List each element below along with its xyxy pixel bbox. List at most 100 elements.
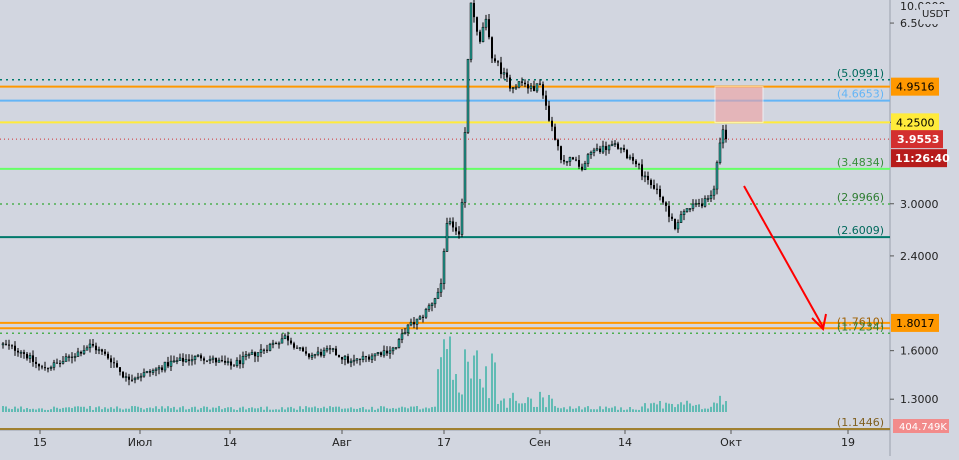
volume-bar — [365, 409, 367, 412]
candle-body — [215, 358, 217, 363]
volume-bar — [191, 407, 193, 412]
volume-bar — [428, 408, 430, 412]
candle-body — [275, 343, 277, 345]
volume-bar — [329, 406, 331, 412]
volume-bar — [221, 409, 223, 412]
volume-bar — [419, 409, 421, 412]
candle-body — [388, 350, 392, 354]
volume-bar — [122, 409, 124, 412]
x-tick-label-1: Июл — [128, 436, 153, 449]
volume-bar — [494, 362, 496, 412]
volume-bar — [110, 407, 112, 412]
volume-bar — [629, 406, 631, 412]
volume-bar — [284, 409, 286, 412]
candle-body — [527, 84, 529, 89]
candle-body — [373, 353, 377, 357]
volume-bar — [2, 406, 4, 412]
volume-bar — [38, 408, 40, 412]
candle-body — [338, 355, 340, 357]
volume-bar — [245, 409, 247, 412]
volume-bar — [215, 407, 217, 412]
volume-bar — [584, 407, 586, 412]
candle-body — [26, 353, 28, 359]
volume-bar — [101, 409, 103, 412]
candle-body — [85, 347, 89, 351]
candle-body — [313, 353, 317, 356]
currency-bg — [920, 4, 958, 24]
volume-bar — [296, 409, 298, 412]
volume-bar — [341, 408, 343, 412]
volume-bar — [590, 409, 592, 412]
volume-bar — [95, 407, 97, 412]
candle-body — [433, 298, 437, 305]
forecast-arrow-head — [811, 313, 827, 332]
volume-bar — [674, 407, 676, 412]
volume-bar — [479, 378, 481, 412]
price-tag-label-11: 1.8017 — [896, 317, 935, 330]
volume-bar — [83, 406, 85, 412]
candle-body — [709, 194, 713, 199]
candle-body — [193, 356, 197, 360]
candle-body — [415, 318, 419, 325]
volume-bar — [317, 408, 319, 412]
candle-body — [182, 357, 184, 362]
volume-bar — [371, 406, 373, 412]
candle-body — [469, 2, 473, 60]
candle-body — [331, 348, 335, 350]
price-tag-label-6: 4.2500 — [896, 116, 935, 129]
candle-body — [370, 355, 374, 360]
volume-bar — [578, 406, 580, 412]
candle-body — [305, 351, 307, 354]
candle-body — [95, 345, 97, 351]
volume-bar — [680, 402, 682, 412]
candle-body — [601, 145, 605, 153]
candle-body — [386, 350, 388, 354]
candle-body — [517, 81, 521, 88]
candle-body — [188, 359, 190, 361]
candle-body — [589, 152, 593, 155]
volume-bar — [179, 407, 181, 412]
volume-bar — [185, 409, 187, 412]
candle-body — [343, 355, 347, 360]
candle-body — [551, 120, 553, 127]
candle-body — [725, 129, 727, 140]
volume-bar — [20, 406, 22, 412]
candle-body — [436, 291, 440, 299]
candle-body — [263, 349, 265, 351]
candle-body — [149, 371, 151, 373]
volume-bar — [350, 407, 352, 412]
x-tick-label-3: Авг — [332, 436, 352, 449]
currency-label: USDT — [922, 9, 950, 20]
volume-bar — [167, 406, 169, 412]
candle-body — [565, 161, 569, 163]
volume-bar — [452, 379, 454, 412]
volume-bar — [14, 406, 16, 412]
volume-bar — [542, 397, 544, 412]
candle-body — [617, 143, 619, 149]
candle-body — [656, 188, 658, 190]
candle-body — [463, 132, 467, 203]
volume-bar — [212, 407, 214, 412]
y-tick-label-4: 2.4000 — [900, 250, 939, 263]
level-labels: (10.8686)(7.4445)(5.0991)(4.6653)(3.4834… — [837, 67, 884, 429]
volume-bar — [107, 408, 109, 412]
volume-bar — [524, 403, 526, 412]
volume-bar — [407, 408, 409, 412]
volume-bar — [233, 409, 235, 412]
level-label-7: (3.4834) — [837, 156, 884, 169]
candle-body — [8, 344, 10, 346]
candle-body — [217, 359, 221, 363]
volume-bar — [683, 404, 685, 412]
volume-bar — [665, 402, 667, 412]
candle-body — [466, 59, 470, 133]
volume-bar — [464, 349, 466, 412]
candle-body — [497, 61, 499, 63]
candle-body — [676, 222, 680, 230]
candle-body — [422, 316, 424, 318]
candle-body — [448, 221, 452, 224]
candle-body — [184, 359, 188, 362]
volume-bar — [128, 408, 130, 412]
volume-bar — [671, 403, 673, 412]
volume-bar — [338, 406, 340, 412]
